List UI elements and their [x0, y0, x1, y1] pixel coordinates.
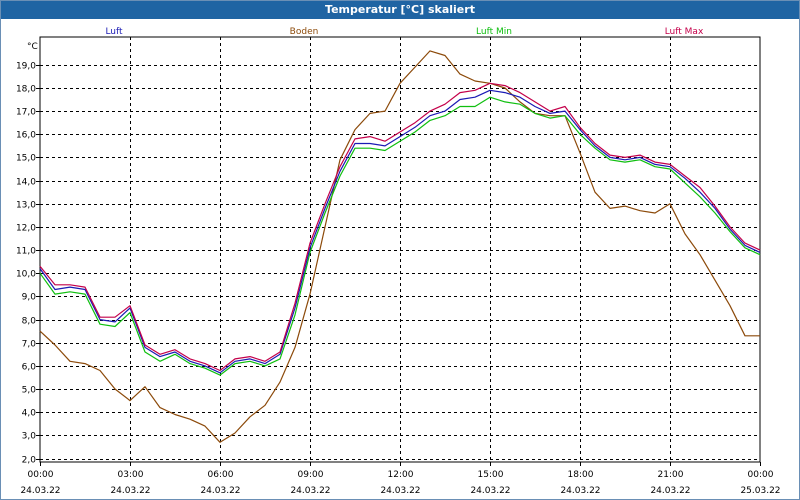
x-tick-date-label: 24.03.22	[380, 486, 420, 496]
y-tick-label: 2,0	[22, 456, 37, 466]
x-tick-time-label: 15:00	[478, 470, 504, 480]
series-line-luft-max	[39, 82, 761, 372]
y-tick-label: 9,0	[22, 293, 37, 303]
x-tick-time-label: 09:00	[298, 470, 324, 480]
x-tick-date-label: 24.03.22	[560, 486, 600, 496]
legend-entry-luft-max: Luft Max	[665, 27, 704, 37]
x-tick-time-label: 21:00	[658, 470, 684, 480]
y-tick-label: 10,0	[16, 270, 36, 280]
y-tick-label: 18,0	[16, 85, 36, 95]
series-line-luft	[39, 89, 761, 374]
x-tick-date-label: 24.03.22	[290, 486, 330, 496]
x-tick-time-label: 00:00	[748, 470, 774, 480]
series-layer	[39, 50, 761, 443]
axis-layer: 19,0 18,0 17,0 16,0 15,0 14,0 13,0 12,0 11,0 10,0…	[16, 42, 781, 496]
x-tick-time-label: 18:00	[568, 470, 594, 480]
y-tick-label: 17,0	[16, 108, 36, 118]
x-tick-time-label: 12:00	[388, 470, 414, 480]
grid-layer	[39, 36, 761, 463]
y-tick-label: 7,0	[22, 340, 37, 350]
x-tick-date-label: 24.03.22	[20, 486, 60, 496]
y-tick-label: 13,0	[16, 201, 36, 211]
series-line-boden	[39, 50, 760, 443]
x-tick-date-label: 25.03.22	[740, 486, 780, 496]
y-tick-label: 12,0	[16, 224, 36, 234]
x-tick-time-label: 06:00	[208, 470, 234, 480]
y-tick-label: 4,0	[22, 409, 37, 419]
x-tick-time-label: 03:00	[118, 470, 144, 480]
legend-entry-luft: Luft	[105, 27, 123, 37]
chart-title: Temperatur [°C] skaliert	[1, 1, 799, 19]
x-tick-time-label: 00:00	[28, 470, 54, 480]
y-tick-label: 15,0	[16, 154, 36, 164]
series-line-luft-min	[39, 96, 761, 376]
y-tick-label: 6,0	[22, 363, 37, 373]
y-axis-label: °C	[27, 42, 38, 52]
y-tick-label: 14,0	[16, 178, 36, 188]
legend-entry-boden: Boden	[290, 27, 319, 37]
y-tick-label: 19,0	[16, 62, 36, 72]
y-tick-label: 5,0	[22, 386, 37, 396]
x-tick-date-label: 24.03.22	[470, 486, 510, 496]
x-tick-date-label: 24.03.22	[110, 486, 150, 496]
y-tick-label: 16,0	[16, 131, 36, 141]
x-tick-date-label: 24.03.22	[200, 486, 240, 496]
x-tick-date-label: 24.03.22	[650, 486, 690, 496]
y-tick-label: 11,0	[16, 247, 36, 257]
legend-entry-luft-min: Luft Min	[476, 27, 512, 37]
y-tick-label: 3,0	[22, 432, 37, 442]
y-tick-label: 8,0	[22, 317, 37, 327]
legend: Luft Boden Luft Min Luft Max	[105, 27, 704, 37]
